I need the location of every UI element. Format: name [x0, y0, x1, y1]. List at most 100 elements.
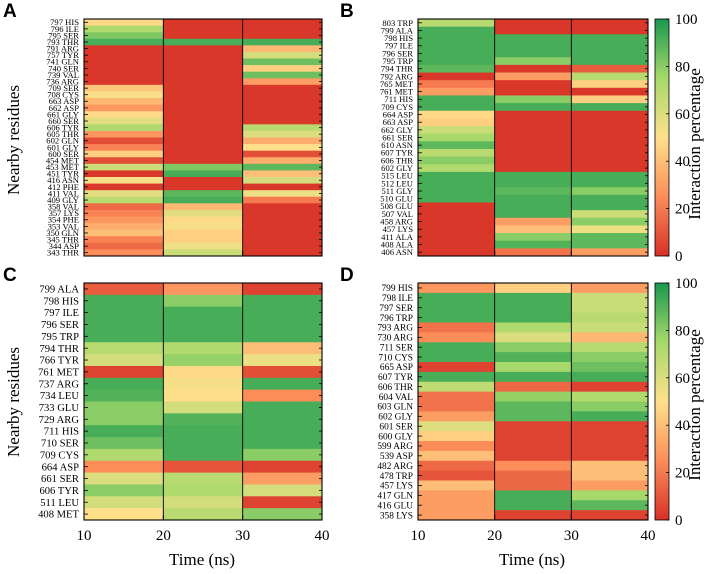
heatmap-cell: [242, 25, 323, 33]
heatmap-cell: [571, 49, 649, 58]
heatmap-cell: [84, 294, 164, 308]
heatmap-cell: [571, 72, 649, 81]
residue-label: 660 SER: [48, 116, 79, 126]
heatmap-cell: [163, 111, 244, 119]
heatmap-cell: [418, 371, 496, 383]
heatmap-cell: [418, 103, 496, 112]
colorbar-tick-label: 0: [675, 249, 683, 265]
heatmap-cell: [418, 233, 496, 242]
heatmap-cell: [163, 413, 244, 426]
heatmap-cell: [242, 472, 323, 485]
heatmap-cell: [242, 38, 323, 46]
residue-label: 793 THR: [47, 37, 79, 47]
heatmap-cell: [163, 144, 244, 152]
heatmap-cell: [494, 210, 572, 219]
heatmap-cell: [418, 362, 496, 373]
heatmap-cell: [84, 365, 164, 379]
heatmap-cell: [494, 248, 572, 257]
heatmap-cell: [418, 171, 496, 180]
residue-label: 734 LEU: [40, 391, 79, 402]
heatmap-cell: [163, 460, 244, 473]
heatmap-cell: [571, 103, 649, 112]
heatmap-cell: [418, 72, 496, 81]
heatmap-cell: [84, 32, 164, 40]
heatmap-cell: [84, 223, 164, 231]
heatmap-cell: [571, 34, 649, 43]
heatmap-cell: [84, 157, 164, 165]
residue-label: 711 SER: [380, 343, 414, 353]
heatmap-cell: [571, 470, 649, 481]
heatmap-cell: [494, 217, 572, 226]
heatmap-cell: [571, 148, 649, 158]
residue-label: 511 GLY: [381, 186, 413, 196]
colorbar-tick-label: 80: [675, 323, 690, 339]
heatmap-cell: [571, 110, 649, 119]
heatmap-cell: [84, 84, 164, 92]
heatmap-cell: [163, 236, 244, 244]
heatmap-cell: [242, 223, 323, 231]
residue-label: 729 ARG: [39, 415, 80, 426]
residue-label: 350 GLN: [46, 228, 79, 238]
heatmap-cell: [571, 87, 649, 96]
residue-label: 478 TRP: [380, 472, 413, 482]
residue-label: 796 ILE: [51, 24, 79, 34]
heatmap-cell: [494, 490, 572, 501]
heatmap-cell: [571, 480, 649, 491]
residue-label: 740 SER: [48, 63, 79, 73]
residue-label: 602 GLN: [46, 136, 79, 146]
residue-label: 512 LEU: [381, 178, 414, 188]
heatmap-cell: [84, 425, 164, 438]
heatmap-cell: [84, 318, 164, 331]
heatmap-cell: [494, 362, 572, 373]
residue-label: 416 GLU: [377, 501, 413, 511]
heatmap-cell: [242, 130, 323, 138]
heatmap-cell: [242, 209, 323, 217]
heatmap-cell: [163, 448, 244, 462]
residue-label: 602 GLY: [378, 413, 413, 423]
heatmap-cell: [84, 437, 164, 450]
residue-label: 601 GLY: [47, 142, 79, 152]
heatmap-cell: [84, 496, 164, 509]
heatmap-cell: [418, 19, 496, 28]
heatmap-cell: [418, 26, 496, 35]
residue-label: 795 TRP: [382, 56, 413, 66]
heatmap-cell: [571, 141, 649, 150]
heatmap-cell: [84, 104, 164, 112]
colorbar-b-label: Interaction percentage: [685, 68, 704, 220]
heatmap-cell: [84, 163, 164, 171]
heatmap-cell: [494, 164, 572, 173]
residue-label: 408 MET: [38, 510, 79, 521]
heatmap-cell: [418, 210, 496, 219]
residue-label: 606 TYR: [39, 486, 79, 497]
heatmap-cell: [494, 64, 572, 73]
residue-label: 354 PHE: [48, 215, 79, 225]
residue-label: 353 VAL: [48, 221, 79, 231]
heatmap-cell: [163, 401, 244, 414]
heatmap-cell: [571, 302, 649, 314]
heatmap-cell: [163, 190, 244, 198]
residue-label: 411 VAL: [48, 188, 79, 198]
heatmap-cell: [494, 194, 572, 203]
heatmap-cell: [494, 87, 572, 96]
heatmap-cell: [84, 45, 164, 53]
heatmap-cell: [84, 413, 164, 426]
heatmap-cell: [571, 26, 649, 35]
heatmap-cell: [242, 249, 323, 257]
heatmap-cell: [571, 500, 649, 511]
heatmap-cell: [571, 401, 649, 412]
residue-label: 357 LYS: [49, 208, 80, 218]
heatmap-cell: [163, 157, 244, 165]
colorbar-tick-label: 60: [675, 371, 690, 387]
heatmap-cell: [163, 65, 244, 73]
heatmap-cell: [418, 322, 496, 333]
residue-label: 417 GLN: [377, 492, 413, 502]
heatmap-cell: [418, 217, 496, 226]
heatmap-cell: [242, 150, 323, 158]
heatmap-cell: [84, 78, 164, 86]
heatmap-cell: [242, 342, 323, 355]
heatmap-cell: [84, 196, 164, 204]
panel-letter-a: A: [3, 1, 17, 22]
residue-label: 664 ASP: [42, 462, 79, 473]
colorbar-tick-label: 60: [675, 107, 690, 123]
